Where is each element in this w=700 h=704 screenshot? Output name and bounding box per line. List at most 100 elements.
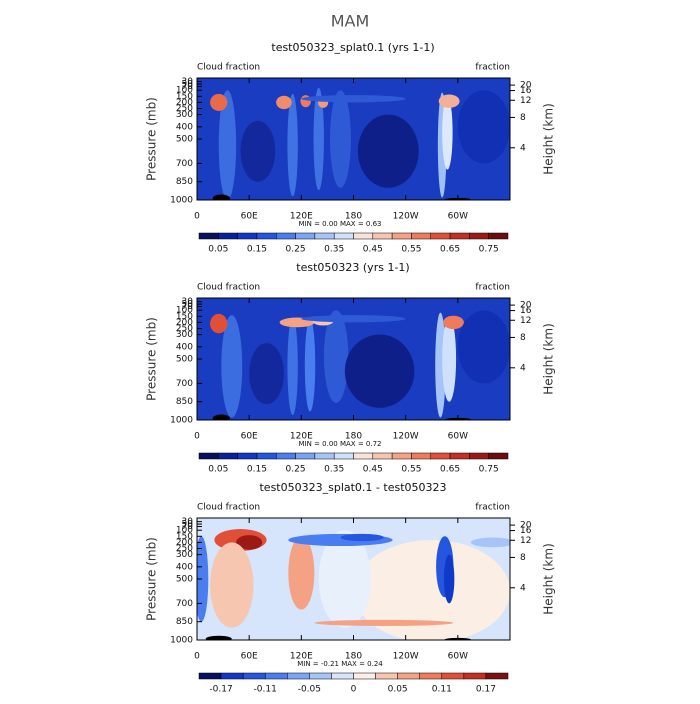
- colorbar-box: [287, 672, 310, 680]
- y-tick-label: 200: [176, 98, 193, 108]
- field-region: [212, 194, 231, 200]
- field-region: [457, 90, 510, 164]
- y-tick-label: 50: [182, 520, 194, 530]
- y-tick-label: 500: [176, 575, 193, 585]
- colorbar-label: -0.17: [209, 685, 232, 695]
- colorbar-label: 0.75: [479, 245, 499, 255]
- panel: test050323_splat0.1 (yrs 1-1) Cloud fract…: [145, 41, 556, 255]
- y2-tick-label: 20: [520, 521, 532, 531]
- field-region: [287, 317, 298, 416]
- colorbar-box: [488, 232, 509, 240]
- contour-field: [197, 518, 510, 640]
- y-tick-label: 500: [176, 355, 193, 365]
- x-tick-label: 0: [194, 212, 200, 222]
- colorbar-box: [264, 672, 288, 680]
- contour-field: [197, 78, 510, 200]
- y-tick-label: 500: [176, 135, 193, 145]
- y-tick-label: 850: [176, 177, 193, 187]
- panel-title: test050323_splat0.1 - test050323: [259, 481, 446, 494]
- x-tick-label: 120E: [290, 212, 313, 222]
- field-region: [314, 619, 454, 626]
- colorbar-box: [391, 232, 412, 240]
- field-region: [344, 334, 415, 408]
- y-tick-label: 850: [176, 397, 193, 407]
- colorbar-box: [488, 452, 509, 460]
- y2-tick-label: 4: [520, 143, 526, 153]
- y2-tick-label: 16: [520, 306, 532, 316]
- y2-tick-label: 8: [520, 553, 526, 563]
- y-tick-label: 150: [176, 532, 193, 542]
- colorbar-box: [430, 452, 451, 460]
- y-tick-label: 150: [176, 312, 193, 322]
- y2-tick-label: 4: [520, 583, 526, 593]
- colorbar-label: 0.17: [476, 685, 496, 695]
- field-region: [353, 539, 510, 640]
- y2-tick-label: 16: [520, 86, 532, 96]
- y2-axis-label: Height (km): [542, 323, 556, 394]
- figure-title: MAM: [331, 12, 370, 31]
- colorbar-box: [372, 452, 393, 460]
- colorbar-box: [256, 232, 277, 240]
- x-tick-label: 60E: [241, 212, 258, 222]
- colorbar-label: 0.05: [208, 465, 228, 475]
- field-region: [443, 315, 464, 330]
- colorbar-box: [276, 232, 296, 240]
- colorbar-label: 0.25: [286, 245, 306, 255]
- x-tick-label: 120E: [290, 652, 313, 662]
- colorbar-box: [198, 672, 222, 680]
- colorbar-label: 0: [351, 685, 357, 695]
- panel-title: test050323 (yrs 1-1): [296, 261, 409, 274]
- field-region: [205, 635, 232, 640]
- y-tick-label: 250: [176, 544, 193, 554]
- y-tick-label: 1000: [170, 196, 193, 206]
- y2-tick-label: 20: [520, 301, 532, 311]
- y-tick-label: 400: [176, 562, 193, 572]
- field-region: [301, 315, 406, 323]
- y2-tick-label: 12: [520, 316, 531, 326]
- panel: test050323_splat0.1 - test050323 Cloud fr…: [145, 481, 556, 695]
- contour-field: [197, 298, 510, 420]
- y-tick-label: 250: [176, 104, 193, 114]
- field-region: [221, 315, 243, 418]
- x-tick-label: 60W: [448, 652, 468, 662]
- colorbar-label: -0.05: [298, 685, 321, 695]
- field-region: [318, 530, 371, 628]
- colorbar-box: [237, 232, 258, 240]
- stats: MIN = 0.00 MAX = 0.72: [299, 440, 382, 448]
- x-tick-label: 60W: [448, 212, 468, 222]
- y-tick-label: 700: [176, 159, 193, 169]
- field-region: [197, 536, 209, 622]
- y-tick-label: 1000: [170, 636, 193, 646]
- colorbar-box: [441, 672, 465, 680]
- colorbar-box: [353, 232, 374, 240]
- y-axis-label: Pressure (mb): [145, 317, 159, 401]
- field-region: [210, 93, 228, 111]
- right-label: fraction: [475, 63, 510, 73]
- y-tick-label: 100: [176, 526, 193, 536]
- x-tick-label: 180: [345, 652, 362, 662]
- y-tick-label: 200: [176, 318, 193, 328]
- y-tick-label: 700: [176, 599, 193, 609]
- field-region: [212, 414, 231, 420]
- colorbar-box: [218, 452, 238, 460]
- y2-tick-label: 8: [520, 333, 526, 343]
- colorbar-box: [353, 672, 376, 680]
- right-label: fraction: [475, 503, 510, 513]
- y2-axis-label: Height (km): [542, 543, 556, 614]
- y-tick-label: 300: [176, 550, 193, 560]
- colorbar-box: [469, 232, 489, 240]
- field-region: [330, 90, 351, 188]
- y-axis-label: Pressure (mb): [145, 97, 159, 181]
- x-tick-label: 180: [345, 432, 362, 442]
- colorbar-label: 0.11: [432, 685, 452, 695]
- field-region: [443, 554, 455, 604]
- y-tick-label: 70: [182, 82, 194, 92]
- y-tick-label: 70: [182, 302, 194, 312]
- field-region: [287, 93, 298, 197]
- stats: MIN = 0.00 MAX = 0.63: [299, 220, 382, 228]
- colorbar-label: 0.55: [401, 245, 421, 255]
- field-region: [210, 313, 228, 334]
- colorbar-label: 0.45: [363, 245, 383, 255]
- colorbar-label: 0.75: [479, 465, 499, 475]
